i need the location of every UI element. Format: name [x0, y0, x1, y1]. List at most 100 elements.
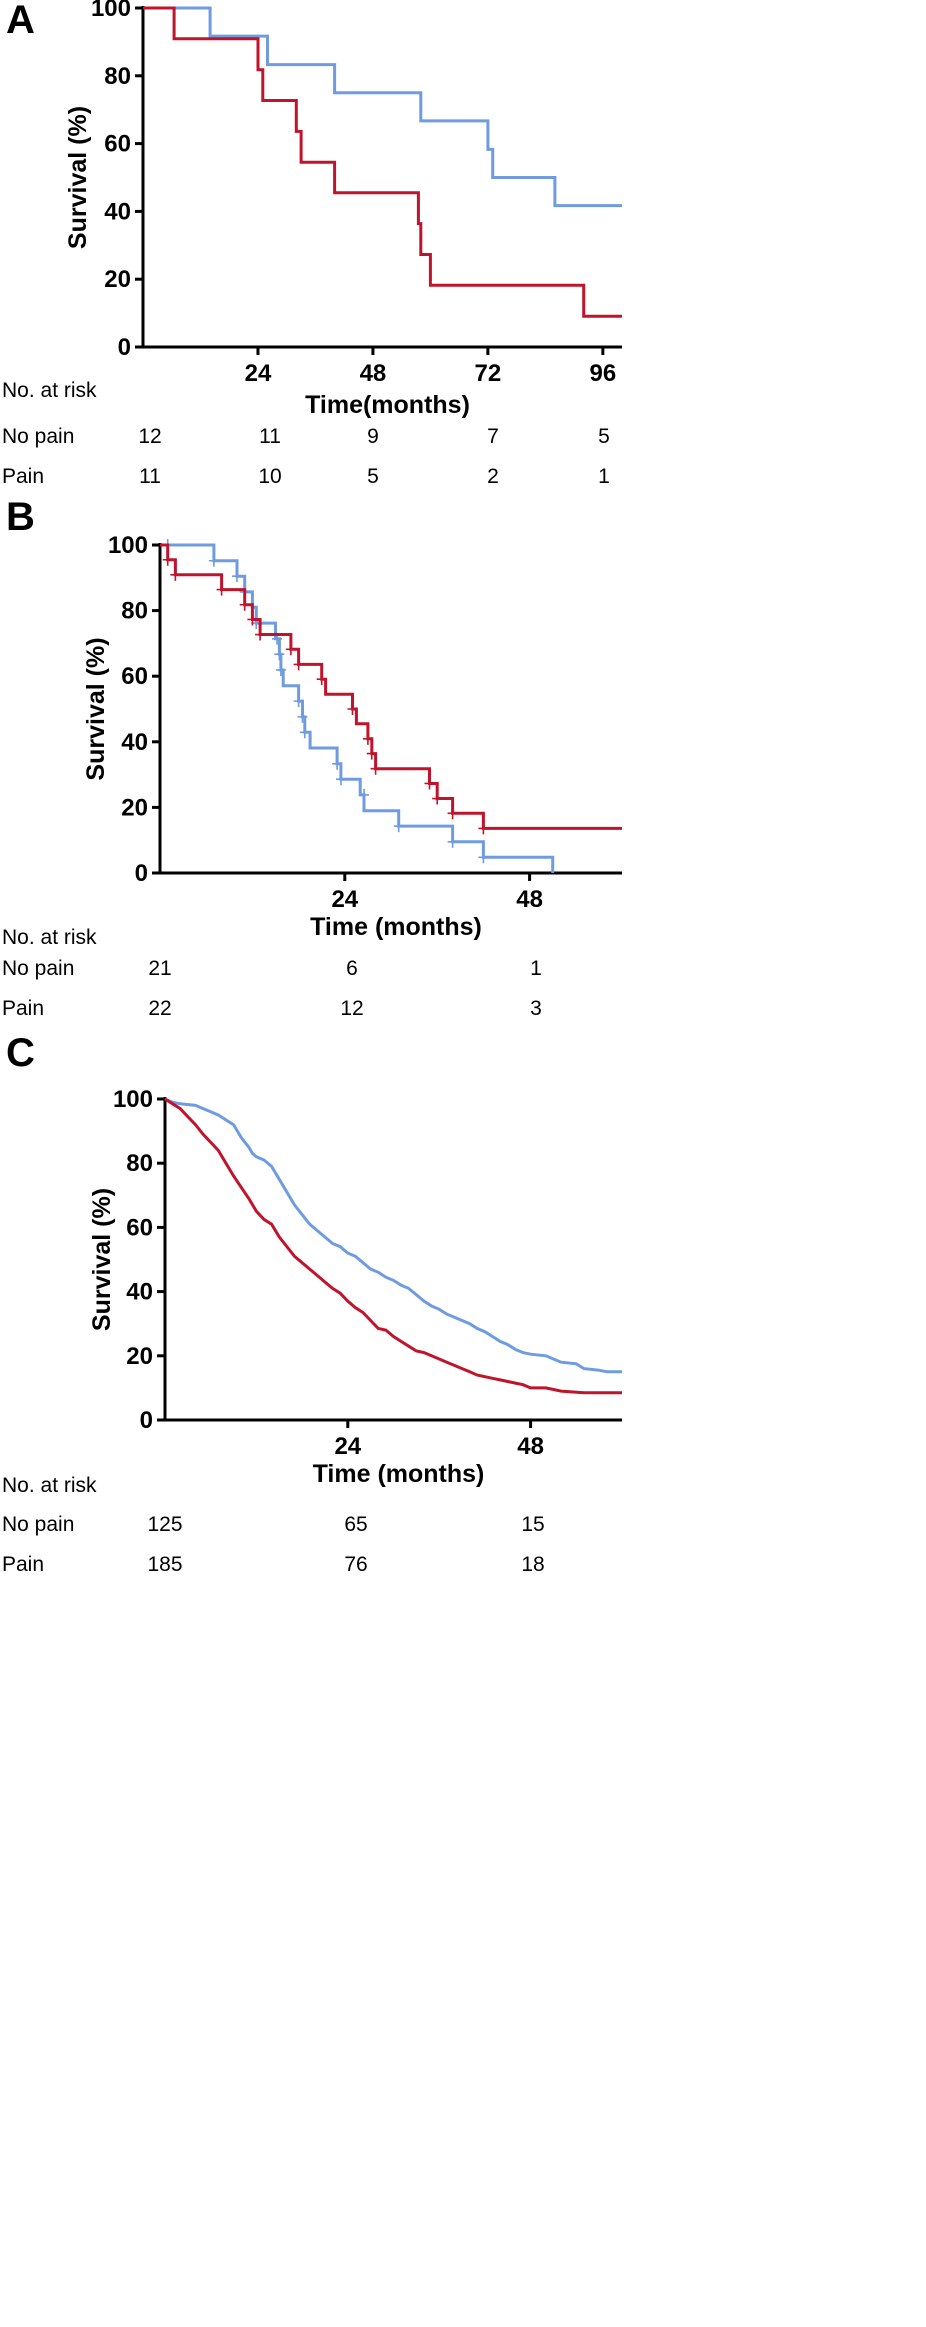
censor-mark [432, 792, 443, 805]
risk-count: 65 [344, 1513, 367, 1536]
censor-mark [335, 773, 346, 786]
x-tick-label: 48 [360, 360, 387, 387]
risk-table-header: No. at risk [2, 926, 97, 949]
censor-mark [332, 757, 343, 770]
x-tick-label: 24 [331, 886, 358, 913]
series-pain-curve [160, 543, 622, 830]
censor-mark [208, 554, 219, 567]
x-axis-title: Time (months) [313, 1460, 485, 1488]
y-tick-label: 40 [126, 1279, 153, 1306]
x-tick-label: 96 [589, 360, 616, 387]
x-tick-label: 72 [475, 360, 502, 387]
y-tick-label: 20 [126, 1343, 153, 1370]
censor-mark [359, 788, 370, 801]
risk-count: 2 [487, 465, 499, 488]
censor-mark [275, 663, 286, 676]
censor-mark [447, 807, 458, 820]
y-axis-title: Survival (%) [82, 637, 110, 780]
risk-count: 5 [598, 425, 610, 448]
censor-mark [299, 726, 310, 739]
y-tick-label: 60 [104, 131, 131, 158]
y-tick-label: 100 [113, 1086, 153, 1113]
y-tick-label: 80 [126, 1150, 153, 1177]
censor-mark [170, 568, 181, 581]
risk-count: 18 [521, 1553, 544, 1576]
risk-row-label: No pain [2, 1513, 74, 1536]
risk-count: 76 [344, 1553, 367, 1576]
x-axis-title: Time (months) [310, 913, 482, 941]
censor-mark [347, 703, 358, 715]
risk-row-label: Pain [2, 465, 44, 488]
censor-mark [232, 570, 242, 583]
risk-count: 1 [530, 957, 542, 980]
risk-table-header: No. at risk [2, 1474, 97, 1497]
risk-row-label: Pain [2, 1553, 44, 1576]
risk-count: 15 [521, 1513, 544, 1536]
risk-table-header: No. at risk [2, 379, 97, 402]
panel-label: C [6, 1031, 35, 1075]
risk-count: 10 [258, 465, 281, 488]
censor-mark [316, 673, 327, 686]
y-tick-label: 0 [140, 1407, 153, 1434]
risk-count: 9 [367, 425, 379, 448]
risk-count: 7 [487, 425, 499, 448]
panel-label: B [6, 495, 35, 539]
x-tick-label: 48 [516, 886, 543, 913]
risk-count: 185 [147, 1553, 182, 1576]
risk-count: 11 [139, 465, 161, 488]
series-pain-curve [164, 1097, 622, 1395]
censor-mark [393, 820, 404, 833]
y-tick-label: 100 [91, 0, 131, 22]
risk-count: 125 [147, 1513, 182, 1536]
censor-mark [247, 613, 258, 626]
y-tick-label: 0 [118, 334, 131, 361]
censor-mark [216, 583, 227, 596]
y-tick-label: 0 [135, 860, 148, 887]
panel-c: C 0 20 40 60 80 100 24 48 Survival (%) Time (month… [2, 1031, 622, 1576]
y-tick-label: 60 [121, 663, 148, 690]
x-tick-label: 48 [517, 1433, 544, 1460]
risk-count: 22 [148, 997, 171, 1020]
x-tick-label: 24 [334, 1433, 361, 1460]
panel-b: B 0 20 40 60 80 100 24 48 Survival (%) Time (month… [2, 495, 622, 1020]
censor-mark [297, 710, 308, 723]
censor-mark [255, 628, 266, 641]
censor-mark [293, 695, 304, 708]
panel-label: A [6, 0, 35, 42]
series-no-pain-curve [164, 1097, 622, 1374]
risk-count: 6 [346, 957, 358, 980]
y-tick-label: 20 [104, 266, 131, 293]
y-tick-label: 40 [104, 198, 131, 225]
y-tick-label: 60 [126, 1214, 153, 1241]
y-axis-title: Survival (%) [88, 1188, 116, 1331]
censor-mark [293, 658, 304, 671]
censor-mark [447, 835, 458, 848]
risk-count: 12 [340, 997, 363, 1020]
y-tick-label: 20 [121, 794, 148, 821]
x-tick-label: 24 [245, 360, 272, 387]
risk-count: 21 [148, 957, 171, 980]
y-axis-title: Survival (%) [64, 106, 92, 249]
risk-count: 3 [530, 997, 542, 1020]
censor-mark [478, 822, 489, 835]
censor-mark [274, 648, 285, 661]
y-tick-label: 40 [121, 729, 148, 756]
censor-mark [285, 643, 296, 656]
censor-mark [162, 553, 173, 566]
censor-mark [362, 732, 373, 745]
risk-count: 11 [259, 425, 281, 448]
risk-count: 1 [598, 465, 610, 488]
censor-mark [239, 598, 250, 611]
risk-row-label: No pain [2, 425, 74, 448]
y-tick-label: 80 [104, 63, 131, 90]
censor-mark [478, 851, 489, 864]
y-tick-label: 100 [108, 532, 148, 559]
risk-count: 5 [367, 465, 379, 488]
risk-count: 12 [138, 425, 161, 448]
series-pain-curve [143, 6, 622, 318]
risk-row-label: No pain [2, 957, 74, 980]
x-axis-title: Time(months) [305, 391, 470, 419]
censor-mark [366, 747, 377, 760]
